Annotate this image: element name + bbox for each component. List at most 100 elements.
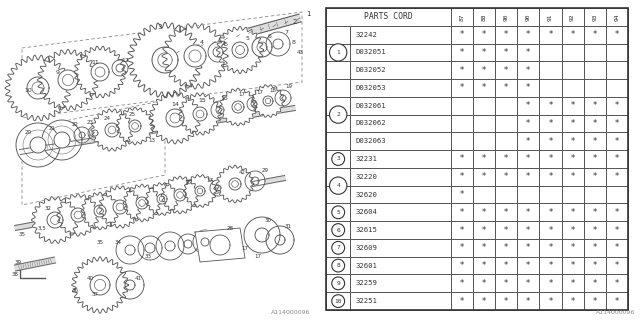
Polygon shape	[112, 60, 128, 76]
Bar	[326, 168, 350, 186]
Bar	[451, 168, 473, 186]
Text: *: *	[570, 137, 575, 146]
Text: *: *	[460, 208, 464, 217]
Bar	[451, 79, 473, 97]
Bar	[350, 97, 451, 115]
Bar	[584, 275, 606, 292]
Bar	[451, 292, 473, 310]
Text: 14: 14	[171, 101, 179, 107]
Text: 13: 13	[148, 138, 156, 142]
Text: 36: 36	[72, 287, 79, 292]
Bar	[540, 257, 561, 275]
Polygon shape	[74, 127, 90, 143]
Bar	[561, 186, 584, 204]
Text: *: *	[526, 137, 531, 146]
Polygon shape	[72, 257, 128, 313]
Bar	[350, 204, 451, 221]
Polygon shape	[208, 42, 228, 62]
Text: *: *	[615, 261, 619, 270]
Text: *: *	[526, 84, 531, 92]
Text: *: *	[460, 66, 464, 75]
Polygon shape	[47, 212, 63, 228]
Text: *: *	[526, 172, 531, 181]
Polygon shape	[193, 230, 217, 254]
Bar	[473, 132, 495, 150]
Text: 92: 92	[570, 13, 575, 20]
Text: 38: 38	[12, 271, 19, 276]
Text: 32251: 32251	[355, 298, 377, 304]
Text: *: *	[504, 208, 508, 217]
Bar	[540, 221, 561, 239]
Text: 19: 19	[285, 84, 292, 90]
Bar	[495, 292, 517, 310]
Polygon shape	[127, 22, 203, 98]
Text: 4: 4	[200, 39, 204, 44]
Text: *: *	[615, 226, 619, 235]
Text: *: *	[482, 155, 486, 164]
Bar	[350, 221, 451, 239]
Text: 17: 17	[207, 178, 214, 182]
Bar	[451, 275, 473, 292]
Polygon shape	[161, 176, 199, 214]
Polygon shape	[152, 47, 178, 73]
Text: 1: 1	[306, 11, 310, 17]
Text: *: *	[593, 243, 597, 252]
Bar	[495, 186, 517, 204]
Text: *: *	[460, 279, 464, 288]
Polygon shape	[90, 275, 110, 295]
Text: *: *	[526, 155, 531, 164]
Bar	[561, 292, 584, 310]
Text: 32615: 32615	[355, 227, 377, 233]
Bar	[517, 221, 540, 239]
Bar	[584, 239, 606, 257]
Text: *: *	[482, 297, 486, 306]
Text: *: *	[548, 119, 552, 128]
Text: *: *	[460, 155, 464, 164]
Text: *: *	[504, 48, 508, 57]
Polygon shape	[195, 228, 245, 262]
Text: 2: 2	[293, 19, 297, 25]
Text: *: *	[526, 279, 531, 288]
Text: *: *	[615, 172, 619, 181]
Text: *: *	[570, 226, 575, 235]
Text: *: *	[504, 84, 508, 92]
Text: 25: 25	[129, 111, 136, 116]
Text: D032053: D032053	[355, 85, 386, 91]
Bar	[473, 150, 495, 168]
Text: *: *	[460, 297, 464, 306]
Polygon shape	[116, 271, 144, 299]
Polygon shape	[195, 186, 205, 196]
Polygon shape	[91, 63, 109, 81]
Text: *: *	[504, 30, 508, 39]
Polygon shape	[252, 37, 272, 57]
Bar	[517, 115, 540, 132]
Bar	[451, 204, 473, 221]
Bar	[350, 168, 451, 186]
Bar	[561, 204, 584, 221]
Bar	[350, 150, 451, 168]
Text: *: *	[482, 261, 486, 270]
Bar	[517, 26, 540, 44]
Text: 42: 42	[239, 171, 246, 175]
Bar	[606, 79, 628, 97]
Text: 5: 5	[337, 210, 340, 215]
Text: *: *	[593, 155, 597, 164]
Text: 94: 94	[614, 13, 620, 20]
Bar	[473, 115, 495, 132]
Bar	[495, 257, 517, 275]
Text: 31: 31	[285, 223, 291, 228]
Text: D032063: D032063	[355, 138, 386, 144]
Polygon shape	[247, 97, 261, 111]
Bar	[451, 26, 473, 44]
Circle shape	[332, 295, 344, 308]
Text: 1: 1	[337, 50, 340, 55]
Text: 24: 24	[104, 116, 111, 121]
Text: 22: 22	[72, 122, 79, 126]
Bar	[495, 239, 517, 257]
Text: 3: 3	[157, 24, 163, 30]
Text: D032052: D032052	[355, 67, 386, 73]
Polygon shape	[211, 101, 229, 119]
Text: *: *	[548, 101, 552, 110]
Text: *: *	[504, 243, 508, 252]
Bar	[326, 204, 350, 221]
